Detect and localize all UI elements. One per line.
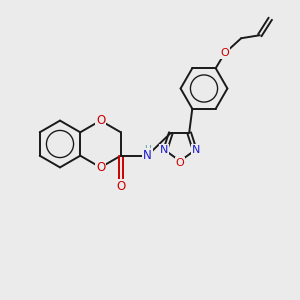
Text: N: N [143, 149, 152, 162]
Text: O: O [176, 158, 184, 168]
Text: O: O [220, 48, 229, 58]
Text: O: O [96, 161, 105, 174]
Text: N: N [192, 145, 200, 155]
Text: O: O [96, 114, 105, 127]
Text: H: H [144, 145, 151, 154]
Text: H: H [145, 150, 152, 159]
Text: O: O [116, 180, 125, 193]
Text: N: N [160, 145, 168, 155]
